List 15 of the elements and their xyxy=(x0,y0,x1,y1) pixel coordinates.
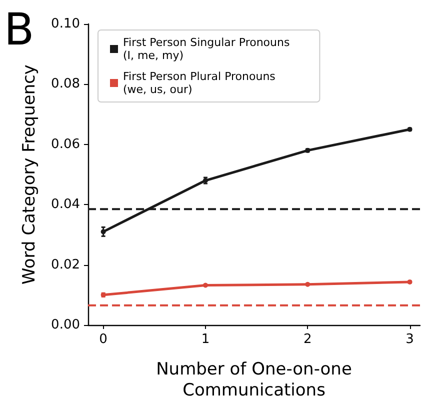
x-axis-title: Number of One-on-one Communications xyxy=(156,360,352,400)
y-axis-title: Word Category Frequency xyxy=(20,64,40,284)
y-tick-label: 0.06 xyxy=(51,136,80,152)
x-tick-label: 0 xyxy=(99,332,108,347)
y-tick-label: 0.00 xyxy=(51,318,80,332)
y-tick-label: 0.10 xyxy=(51,16,80,32)
x-tick-label: 1 xyxy=(201,332,210,347)
x-tick-label: 3 xyxy=(406,332,414,347)
legend-label: First Person Singular Pronouns (I, me, my) xyxy=(123,36,290,62)
x-tick-label: 2 xyxy=(303,332,312,347)
y-tick-label: 0.04 xyxy=(51,197,80,212)
y-tick-label: 0.02 xyxy=(51,257,80,272)
text: B xyxy=(4,4,34,56)
legend-label: First Person Plural Pronouns (we, us, our) xyxy=(123,70,276,96)
y-tick-label: 0.08 xyxy=(51,76,80,92)
